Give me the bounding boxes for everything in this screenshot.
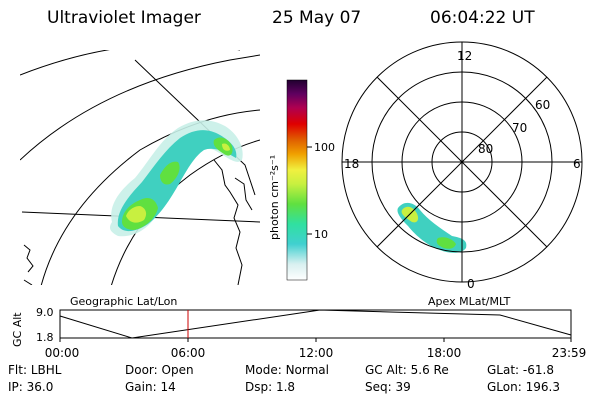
date-label: 25 May 07 bbox=[272, 8, 362, 28]
mlat-label-60: 60 bbox=[535, 98, 550, 112]
info-gain: Gain: 14 bbox=[125, 380, 176, 394]
orbit-x-tick-0600: 06:00 bbox=[171, 346, 206, 360]
app-title: Ultraviolet Imager bbox=[47, 8, 201, 28]
colorbar-units-label: photon cm⁻²s⁻¹ bbox=[268, 155, 281, 240]
mlt-label-12: 12 bbox=[457, 49, 472, 63]
orbit-x-tick-2359: 23:59 bbox=[552, 346, 587, 360]
mlat-label-70: 70 bbox=[512, 121, 527, 135]
info-door: Door: Open bbox=[125, 363, 194, 377]
geographic-lat-lon-title: Geographic Lat/Lon bbox=[70, 295, 177, 308]
time-label: 06:04:22 UT bbox=[430, 8, 535, 28]
coastline bbox=[23, 159, 253, 285]
info-flt: Flt: LBHL bbox=[8, 363, 62, 377]
mlt-label-18: 18 bbox=[344, 157, 359, 171]
orbit-x-tick-1200: 12:00 bbox=[299, 346, 334, 360]
orbit-y-label: GC Alt bbox=[11, 312, 24, 347]
map-grid-lines bbox=[20, 50, 260, 285]
info-glat: GLat: -61.8 bbox=[487, 363, 554, 377]
mlt-label-6: 6 bbox=[573, 157, 581, 171]
colorbar-tick-10: 10 bbox=[314, 228, 328, 241]
orbit-y-max: 9.0 bbox=[36, 306, 54, 319]
polar-plot: 12 18 6 0 60 70 80 bbox=[341, 41, 583, 291]
info-ip: IP: 36.0 bbox=[8, 380, 54, 394]
orbit-altitude-plot: Geographic Lat/Lon Apex MLat/MLT GC Alt … bbox=[11, 295, 586, 360]
info-dsp: Dsp: 1.8 bbox=[245, 380, 296, 394]
apex-mlat-mlt-title: Apex MLat/MLT bbox=[428, 295, 511, 308]
info-seq: Seq: 39 bbox=[365, 380, 411, 394]
orbit-y-min: 1.8 bbox=[36, 331, 54, 344]
mlat-label-80: 80 bbox=[478, 142, 493, 156]
polar-aurora bbox=[397, 202, 467, 253]
orbit-x-tick-1800: 18:00 bbox=[427, 346, 462, 360]
info-mode: Mode: Normal bbox=[245, 363, 329, 377]
info-glon: GLon: 196.3 bbox=[487, 380, 560, 394]
aurora-emission bbox=[110, 120, 243, 237]
colorbar-tick-100: 100 bbox=[314, 141, 335, 154]
info-gc-alt: GC Alt: 5.6 Re bbox=[365, 363, 449, 377]
colorbar: 100 10 photon cm⁻²s⁻¹ bbox=[268, 79, 335, 281]
mlt-label-0: 0 bbox=[467, 277, 475, 291]
geographic-map bbox=[20, 50, 260, 285]
orbit-x-tick-0000: 00:00 bbox=[45, 346, 80, 360]
